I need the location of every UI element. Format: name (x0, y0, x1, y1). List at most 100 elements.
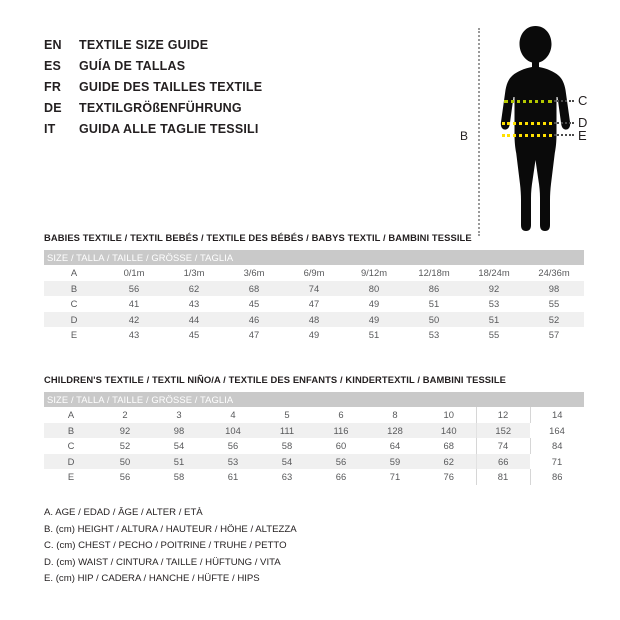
table-cell: 50 (404, 311, 464, 327)
table-cell: 62 (422, 453, 476, 469)
hip-leader-line (554, 134, 574, 136)
table-cell: 92 (464, 280, 524, 296)
table-cell: 24/36m (538, 267, 570, 279)
table-cell: 6 (338, 409, 344, 421)
table-cell: 10 (443, 409, 454, 421)
table-cell: 49 (344, 311, 404, 327)
table-cell: 12/18m (418, 267, 450, 279)
babies-size-section: BABIES TEXTILE / TEXTIL BEBÉS / TEXTILE … (44, 232, 584, 343)
language-code: FR (44, 80, 62, 94)
chest-measure-line (504, 100, 552, 103)
table-cell: 58 (281, 440, 293, 452)
table-cell: 6/9m (303, 267, 325, 279)
chest-leader-line (554, 100, 574, 102)
table-cell: 71 (389, 471, 401, 483)
row-key-cell: E (67, 471, 75, 483)
table-row: C 41 43 45 47 49 51 53 55 (44, 296, 584, 312)
table-cell: 18/24m (478, 267, 510, 279)
table-cell: 49 (368, 298, 380, 310)
table-cell: 86 (404, 280, 464, 296)
table-cell: 76 (443, 471, 454, 483)
table-cell: 56 (104, 280, 164, 296)
children-size-section: CHILDREN'S TEXTILE / TEXTIL NIÑO/A / TEX… (44, 374, 584, 485)
table-cell: 43 (188, 298, 200, 310)
hip-measure-line (502, 134, 552, 137)
table-cell: 43 (128, 329, 140, 341)
table-cell: 4 (230, 409, 236, 421)
language-code: ES (44, 59, 62, 73)
table-cell: 49 (308, 329, 320, 341)
table-cell: 66 (335, 471, 347, 483)
language-title: GUÍA DE TALLAS (79, 59, 186, 73)
table-row: A 0/1m 1/3m 3/6m 6/9m 9/12m 12/18m 18/24m 24/36m (44, 265, 584, 281)
table-cell: 59 (368, 453, 422, 469)
language-row: ES GUÍA DE TALLAS (44, 59, 344, 80)
table-cell: 111 (260, 422, 314, 438)
children-section-title: CHILDREN'S TEXTILE / TEXTIL NIÑO/A / TEX… (44, 374, 507, 385)
table-cell: 53 (428, 329, 440, 341)
table-cell: 60 (335, 440, 347, 452)
language-title: GUIDA ALLE TAGLIE TESSILI (79, 122, 259, 136)
language-code: IT (44, 122, 56, 136)
table-cell: 3/6m (243, 267, 265, 279)
table-cell: 128 (368, 422, 422, 438)
row-key-cell: D (44, 453, 98, 469)
table-cell-highlighted: 152 (475, 422, 530, 438)
table-cell: 104 (206, 422, 260, 438)
legend-line: A. AGE / EDAD / ÂGE / ALTER / ETÀ (44, 507, 203, 518)
table-cell: 51 (464, 311, 524, 327)
table-cell: 5 (284, 409, 290, 421)
row-key-cell: A (70, 267, 78, 279)
table-cell: 62 (164, 280, 224, 296)
legend-line: D. (cm) WAIST / CINTURA / TAILLE / HÜFTU… (44, 556, 281, 568)
row-key-cell: B (44, 280, 104, 296)
table-row: A 2 3 4 5 6 8 10 12 14 (44, 407, 584, 423)
table-cell: 98 (524, 280, 584, 296)
waist-leader-line (554, 122, 574, 124)
language-row: IT GUIDA ALLE TAGLIE TESSILI (44, 122, 344, 143)
table-row: D 50 51 53 54 56 59 62 66 71 (44, 453, 584, 469)
table-row: D 42 44 46 48 49 50 51 52 (44, 311, 584, 327)
table-row: C 52 54 56 58 60 64 68 74 84 (44, 438, 584, 454)
table-cell: 46 (224, 311, 284, 327)
table-cell: 98 (152, 422, 206, 438)
language-title: TEXTILE SIZE GUIDE (79, 38, 209, 52)
table-row: E 56 58 61 63 66 71 76 81 86 (44, 469, 584, 485)
legend-line: B. (cm) HEIGHT / ALTURA / HAUTEUR / HÖHE… (44, 523, 297, 535)
table-cell: 55 (488, 329, 500, 341)
table-cell: 140 (422, 422, 476, 438)
table-cell: 52 (524, 311, 584, 327)
marker-label-b: B (460, 129, 469, 143)
language-row: FR GUIDE DES TAILLES TEXTILE (44, 80, 344, 101)
table-cell: 42 (104, 311, 164, 327)
table-cell: 8 (392, 409, 398, 421)
row-key-cell: B (44, 422, 98, 438)
table-cell: 55 (548, 298, 560, 310)
measurement-figure: B C D E (440, 22, 615, 237)
table-cell-highlighted: 81 (475, 469, 531, 485)
table-cell: 84 (552, 440, 563, 452)
table-cell: 54 (260, 453, 314, 469)
table-row: B 92 98 104 111 116 128 140 152 164 (44, 422, 584, 438)
table-cell: 51 (428, 298, 440, 310)
legend-line: E. (cm) HIP / CADERA / HANCHE / HÜFTE / … (44, 573, 260, 584)
table-cell: 45 (248, 298, 260, 310)
table-cell: 56 (314, 453, 368, 469)
table-cell: 116 (314, 422, 368, 438)
measurement-legend: A. AGE / EDAD / ÂGE / ALTER / ETÀ B. (cm)… (44, 505, 444, 588)
marker-label-c: C (578, 93, 588, 108)
table-cell: 71 (530, 453, 584, 469)
babies-size-table: SIZE / TALLA / TAILLE / GRÖSSE / TAGLIA A… (44, 250, 584, 343)
table-cell-highlighted: 66 (475, 453, 530, 469)
table-cell: 74 (284, 280, 344, 296)
row-key-cell: E (70, 329, 78, 341)
table-row: E 43 45 47 49 51 53 55 57 (44, 327, 584, 343)
table-cell: 41 (128, 298, 140, 310)
language-code: EN (44, 38, 62, 52)
table-cell: 86 (552, 471, 563, 483)
table-header-bar: SIZE / TALLA / TAILLE / GRÖSSE / TAGLIA (44, 250, 584, 265)
language-title-block: EN TEXTILE SIZE GUIDE ES GUÍA DE TALLAS FR GU… (44, 38, 344, 143)
table-cell: 47 (308, 298, 320, 310)
language-title: TEXTILGRÖßENFÜHRUNG (79, 101, 242, 115)
table-cell: 47 (248, 329, 260, 341)
